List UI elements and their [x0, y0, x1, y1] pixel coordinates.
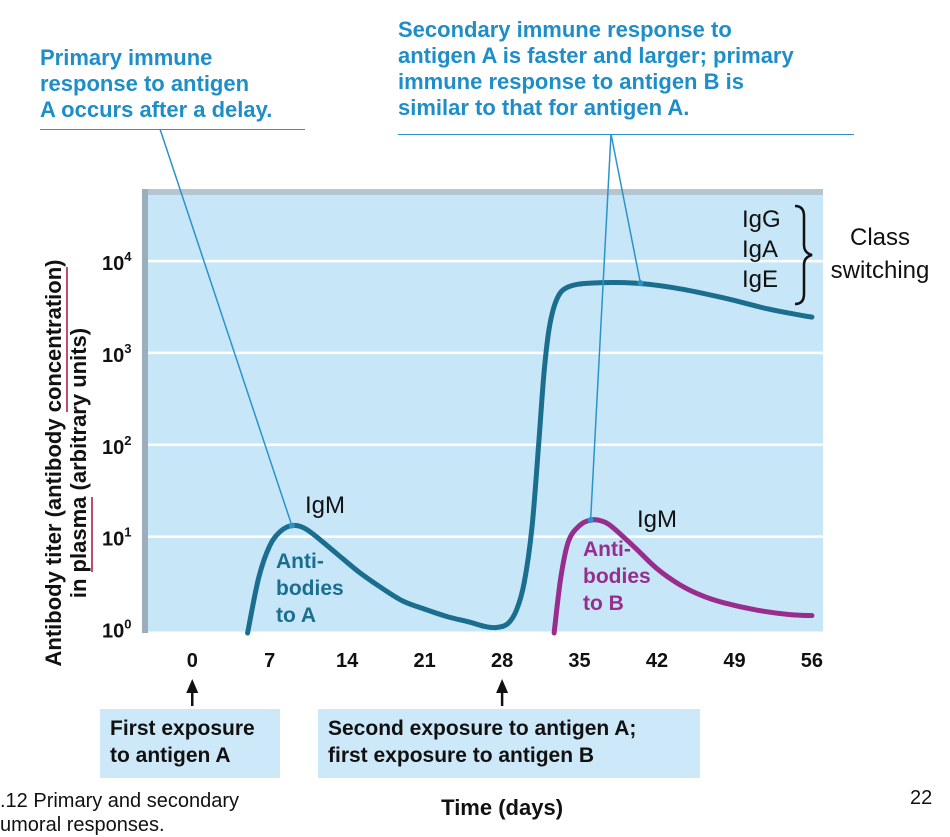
antibodies-label-b: to B: [583, 592, 624, 615]
isotype-label: IgE: [742, 266, 778, 293]
y-tick-label: 100: [102, 616, 131, 642]
y-tick-exponent: 1: [124, 525, 131, 540]
y-tick-base: 10: [102, 620, 124, 642]
antibodies-label-b: Anti-: [583, 538, 631, 561]
callout-text: to: [704, 17, 732, 42]
x-tick-label: 49: [723, 650, 745, 672]
leader-dot: [288, 522, 295, 529]
igm-label-b: IgM: [637, 506, 677, 533]
antibodies-label-a: Anti-: [276, 550, 324, 573]
y-tick-label: 103: [102, 341, 131, 367]
plot-area: [148, 195, 823, 633]
y-tick-base: 10: [102, 437, 124, 459]
callout-bold-text: Primary immune: [40, 45, 213, 70]
secondary-response-callout: Secondary immune response to antigen A i…: [398, 17, 918, 121]
isotype-label: IgA: [742, 236, 778, 263]
page-number: 22: [910, 787, 933, 809]
y-tick-base: 10: [102, 529, 124, 551]
exposure-arrow-head: [186, 679, 199, 693]
antibodies-label-a: to A: [276, 604, 316, 627]
x-tick-label: 35: [568, 650, 590, 672]
class-switching-label: switching: [831, 257, 930, 284]
x-tick-label: 56: [801, 650, 823, 672]
x-tick-label: 28: [491, 650, 513, 672]
class-switching-brace: [794, 204, 813, 306]
y-axis-title-text: (arbitrary units): [66, 327, 91, 497]
class-switching-label: Class: [850, 224, 910, 251]
y-tick-label: 101: [102, 525, 131, 551]
y-axis-title-underlined: concentration: [41, 266, 68, 413]
second-exposure-line: Second exposure to antigen A;: [328, 717, 637, 740]
first-exposure-line: to antigen A: [110, 744, 231, 767]
leader-dot: [637, 280, 644, 287]
plot-shadow-left: [142, 189, 148, 633]
primary-response-callout: Primary immune response to antigen A occ…: [40, 45, 340, 123]
x-tick-label: 42: [646, 650, 668, 672]
primary-callout-rule: [40, 129, 305, 130]
secondary-callout-rule: [398, 134, 854, 135]
secondary-leader-line-a: [610, 133, 642, 284]
y-tick-base: 10: [102, 253, 124, 275]
y-tick-label: 102: [102, 433, 131, 459]
callout-text: antigen A is faster and larger;: [398, 43, 714, 68]
series-line-antigen-a: [245, 280, 815, 636]
igm-label-a: IgM: [305, 492, 345, 519]
y-tick-exponent: 2: [124, 433, 131, 448]
plot-shadow-top: [142, 189, 823, 195]
x-tick-label: 21: [414, 650, 436, 672]
series-line-antigen-b: [551, 517, 815, 636]
primary-leader-line: [159, 128, 293, 526]
callout-text: similar to that for antigen A.: [398, 95, 690, 120]
x-axis-title: Time (days): [441, 795, 563, 820]
x-tick-label: 0: [187, 650, 198, 672]
second-exposure-line: first exposure to antigen B: [328, 744, 595, 767]
caption-line: umoral responses.: [0, 814, 165, 836]
figure-caption: .12 Primary and secondary umoral respons…: [0, 789, 300, 837]
callout-text: to antigen B is: [586, 69, 744, 94]
callout-bold-text: Secondary immune response: [398, 17, 705, 42]
exposure-arrow-head: [496, 679, 509, 693]
y-tick-exponent: 0: [124, 616, 131, 631]
second-exposure-box: Second exposure to antigen A; first expo…: [318, 709, 700, 778]
x-tick-label: 7: [264, 650, 275, 672]
callout-text: A occurs after a delay.: [40, 97, 273, 122]
antibodies-label-a: bodies: [276, 577, 344, 600]
secondary-leader-line-b: [589, 133, 612, 521]
callout-bold-text: primary: [713, 43, 794, 68]
y-tick-exponent: 4: [124, 249, 132, 264]
antibodies-label-b: bodies: [583, 565, 651, 588]
leader-dot: [587, 517, 594, 524]
first-exposure-box: First exposure to antigen A: [100, 709, 280, 778]
caption-line: .12 Primary and secondary: [0, 790, 240, 812]
first-exposure-line: First exposure: [110, 717, 255, 740]
callout-bold-text: response: [40, 71, 138, 96]
isotype-label: IgG: [742, 206, 781, 233]
y-tick-label: 104: [102, 249, 132, 275]
y-axis-title-underlined: plasma: [66, 496, 93, 573]
y-axis-title: Antibody titer (antibody concentration) …: [41, 193, 93, 733]
y-axis-title-text: in: [66, 572, 91, 599]
y-axis-title-text: ): [41, 259, 66, 267]
x-tick-label: 14: [336, 650, 359, 672]
callout-bold-text: immune response: [398, 69, 587, 94]
callout-text: to antigen: [137, 71, 250, 96]
y-tick-exponent: 3: [124, 341, 131, 356]
y-tick-base: 10: [102, 345, 124, 367]
y-axis-title-text: Antibody titer (antibody: [41, 412, 66, 667]
